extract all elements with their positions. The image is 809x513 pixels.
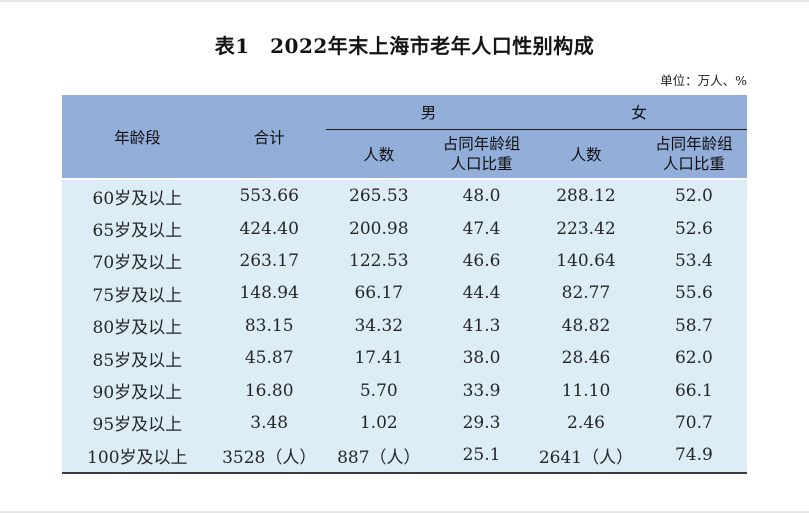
value-cell: 2641（人） [531, 439, 641, 474]
value-cell: 265.53 [325, 179, 432, 213]
table-body: 60岁及以上 553.66 265.53 48.0 288.12 52.0 65岁及以上 42… [62, 179, 747, 474]
population-table: 年龄段 合计 男 女 人数 占同年龄组 人口比重 人数 占同年龄组 人口比重 6… [62, 95, 747, 474]
header-cell-total: 合计 [212, 95, 326, 180]
value-cell: 55.6 [640, 277, 747, 310]
value-cell: 52.6 [640, 212, 747, 245]
header-group-row: 年龄段 合计 男 女 [62, 95, 747, 180]
age-group-cell: 75岁及以上 [62, 277, 213, 310]
value-cell: 48.0 [431, 179, 532, 213]
value-cell: 2.46 [531, 406, 641, 440]
value-cell: 5.70 [325, 374, 432, 407]
value-cell: 41.3 [431, 309, 532, 342]
age-group-cell: 85岁及以上 [62, 341, 213, 375]
header-sub-row: 人数 占同年龄组 人口比重 人数 占同年龄组 人口比重 [62, 129, 747, 180]
table-row: 80岁及以上 83.15 34.32 41.3 48.82 58.7 [62, 309, 747, 342]
value-cell: 34.32 [325, 309, 432, 342]
value-cell: 25.1 [431, 439, 532, 474]
value-cell: 887（人） [325, 439, 432, 474]
value-cell: 62.0 [640, 341, 747, 375]
table-row: 85岁及以上 45.87 17.41 38.0 28.46 62.0 [62, 341, 747, 375]
value-cell: 553.66 [212, 179, 326, 213]
table-row: 70岁及以上 263.17 122.53 46.6 140.64 53.4 [62, 244, 747, 278]
value-cell: 288.12 [531, 179, 641, 213]
page-title: 表1 2022年末上海市老年人口性别构成 [214, 34, 595, 58]
value-cell: 3528（人） [212, 439, 326, 474]
value-cell: 28.46 [531, 341, 641, 375]
value-cell: 83.15 [212, 309, 326, 342]
table-header: 年龄段 合计 男 女 人数 占同年龄组 人口比重 人数 占同年龄组 人口比重 [62, 95, 747, 180]
value-cell: 47.4 [431, 212, 532, 245]
age-group-cell: 80岁及以上 [62, 309, 213, 342]
value-cell: 44.4 [431, 277, 532, 310]
value-cell: 46.6 [431, 244, 532, 278]
header-cell-age-group: 年龄段 [62, 95, 213, 180]
value-cell: 424.40 [212, 212, 326, 245]
value-cell: 223.42 [531, 212, 641, 245]
table-row: 100岁及以上 3528（人） 887（人） 25.1 2641（人） 74.9 [62, 439, 747, 474]
age-group-cell: 90岁及以上 [62, 374, 213, 407]
table-row: 60岁及以上 553.66 265.53 48.0 288.12 52.0 [62, 179, 747, 213]
share-header-line2: 人口比重 [450, 155, 513, 173]
value-cell: 3.48 [212, 406, 326, 440]
table-row: 90岁及以上 16.80 5.70 33.9 11.10 66.1 [62, 374, 747, 407]
age-group-cell: 60岁及以上 [62, 179, 213, 213]
unit-label: 单位：万人、% [660, 73, 747, 88]
value-cell: 122.53 [325, 244, 432, 278]
value-cell: 140.64 [531, 244, 641, 278]
share-header-line1: 占同年龄组 [655, 134, 733, 153]
header-cell-female-share: 占同年龄组 人口比重 [640, 129, 747, 180]
header-cell-male: 男 [325, 95, 532, 130]
header-cell-male-count: 人数 [325, 129, 432, 180]
value-cell: 17.41 [325, 341, 432, 375]
header-cell-female-count: 人数 [531, 129, 641, 180]
age-group-cell: 95岁及以上 [62, 406, 213, 440]
value-cell: 70.7 [640, 406, 747, 440]
value-cell: 53.4 [640, 244, 747, 278]
header-cell-female: 女 [531, 95, 747, 130]
value-cell: 58.7 [640, 309, 747, 342]
value-cell: 11.10 [531, 374, 641, 407]
value-cell: 74.9 [640, 439, 747, 474]
value-cell: 52.0 [640, 179, 747, 213]
value-cell: 29.3 [431, 406, 532, 440]
value-cell: 38.0 [431, 341, 532, 375]
table-row: 95岁及以上 3.48 1.02 29.3 2.46 70.7 [62, 406, 747, 440]
table-row: 65岁及以上 424.40 200.98 47.4 223.42 52.6 [62, 212, 747, 245]
value-cell: 263.17 [212, 244, 326, 278]
age-group-cell: 70岁及以上 [62, 244, 213, 278]
table-row: 75岁及以上 148.94 66.17 44.4 82.77 55.6 [62, 277, 747, 310]
age-group-cell: 65岁及以上 [62, 212, 213, 245]
value-cell: 45.87 [212, 341, 326, 375]
value-cell: 66.17 [325, 277, 432, 310]
value-cell: 1.02 [325, 406, 432, 440]
value-cell: 16.80 [212, 374, 326, 407]
value-cell: 148.94 [212, 277, 326, 310]
age-group-cell: 100岁及以上 [62, 439, 213, 474]
value-cell: 33.9 [431, 374, 532, 407]
value-cell: 48.82 [531, 309, 641, 342]
share-header-line1: 占同年龄组 [442, 134, 521, 153]
value-cell: 200.98 [325, 212, 432, 245]
share-header-line2: 人口比重 [662, 155, 725, 173]
header-cell-male-share: 占同年龄组 人口比重 [431, 129, 532, 180]
value-cell: 82.77 [531, 277, 641, 310]
value-cell: 66.1 [640, 374, 747, 407]
